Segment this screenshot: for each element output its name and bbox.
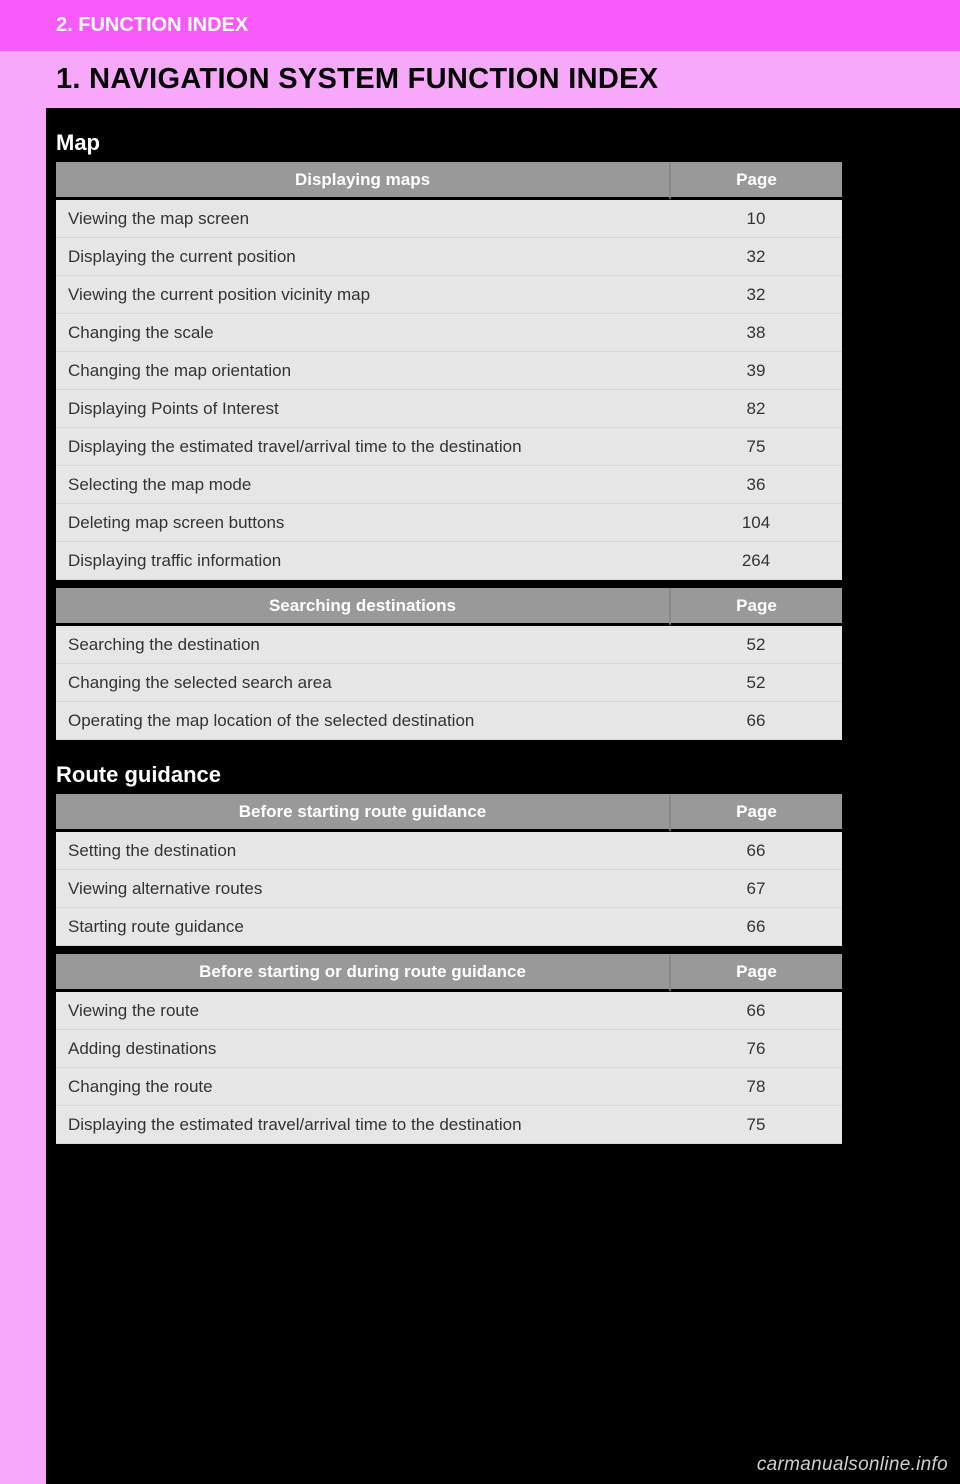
table-header-right: Page (670, 954, 842, 992)
table-row: Adding destinations76 (56, 1030, 842, 1068)
row-label: Displaying the estimated travel/arrival … (56, 1106, 670, 1144)
row-label: Changing the selected search area (56, 664, 670, 702)
row-page: 82 (670, 390, 842, 428)
table-row: Displaying traffic information264 (56, 542, 842, 580)
chapter-header: 2. FUNCTION INDEX (0, 0, 960, 51)
row-label: Viewing the map screen (56, 200, 670, 238)
row-label: Displaying the estimated travel/arrival … (56, 428, 670, 466)
row-page: 66 (670, 992, 842, 1030)
row-label: Viewing the current position vicinity ma… (56, 276, 670, 314)
table-row: Displaying the estimated travel/arrival … (56, 1106, 842, 1144)
page-title-bar: 1. NAVIGATION SYSTEM FUNCTION INDEX (0, 51, 960, 108)
table-header-left: Searching destinations (56, 588, 670, 626)
table-row: Displaying the estimated travel/arrival … (56, 428, 842, 466)
row-label: Changing the map orientation (56, 352, 670, 390)
content-area: Map Displaying maps Page Viewing the map… (46, 108, 960, 1144)
page-title: 1. NAVIGATION SYSTEM FUNCTION INDEX (56, 63, 658, 96)
table-row: Searching the destination52 (56, 626, 842, 664)
row-page: 66 (670, 832, 842, 870)
table-row: Starting route guidance66 (56, 908, 842, 946)
row-page: 67 (670, 870, 842, 908)
row-page: 36 (670, 466, 842, 504)
row-label: Changing the scale (56, 314, 670, 352)
table-before-or-during: Before starting or during route guidance… (56, 954, 842, 1144)
row-page: 66 (670, 702, 842, 740)
row-label: Displaying the current position (56, 238, 670, 276)
row-page: 52 (670, 626, 842, 664)
row-page: 75 (670, 1106, 842, 1144)
row-page: 32 (670, 276, 842, 314)
row-page: 10 (670, 200, 842, 238)
table-header-right: Page (670, 588, 842, 626)
row-label: Selecting the map mode (56, 466, 670, 504)
table-row: Changing the map orientation39 (56, 352, 842, 390)
table-row: Deleting map screen buttons104 (56, 504, 842, 542)
table-row: Selecting the map mode36 (56, 466, 842, 504)
row-label: Starting route guidance (56, 908, 670, 946)
table-row: Setting the destination66 (56, 832, 842, 870)
table-header-left: Before starting route guidance (56, 794, 670, 832)
table-row: Displaying the current position32 (56, 238, 842, 276)
table-row: Viewing the route66 (56, 992, 842, 1030)
table-header-left: Displaying maps (56, 162, 670, 200)
table-row: Changing the selected search area52 (56, 664, 842, 702)
row-label: Displaying traffic information (56, 542, 670, 580)
table-row: Changing the scale38 (56, 314, 842, 352)
table-displaying-maps: Displaying maps Page Viewing the map scr… (56, 162, 842, 580)
section-heading-map: Map (46, 108, 960, 162)
row-label: Deleting map screen buttons (56, 504, 670, 542)
table-searching-destinations: Searching destinations Page Searching th… (56, 588, 842, 740)
table-before-starting: Before starting route guidance Page Sett… (56, 794, 842, 946)
table-row: Viewing alternative routes67 (56, 870, 842, 908)
row-page: 66 (670, 908, 842, 946)
row-label: Setting the destination (56, 832, 670, 870)
row-label: Changing the route (56, 1068, 670, 1106)
row-page: 32 (670, 238, 842, 276)
row-page: 264 (670, 542, 842, 580)
chapter-header-text: 2. FUNCTION INDEX (56, 14, 248, 37)
row-label: Viewing the route (56, 992, 670, 1030)
row-page: 52 (670, 664, 842, 702)
row-page: 104 (670, 504, 842, 542)
table-row: Operating the map location of the select… (56, 702, 842, 740)
section-heading-route: Route guidance (46, 740, 960, 794)
table-header-right: Page (670, 162, 842, 200)
row-label: Operating the map location of the select… (56, 702, 670, 740)
watermark: carmanualsonline.info (757, 1454, 948, 1476)
table-gap (46, 946, 960, 954)
table-row: Viewing the current position vicinity ma… (56, 276, 842, 314)
row-label: Displaying Points of Interest (56, 390, 670, 428)
table-row: Displaying Points of Interest82 (56, 390, 842, 428)
row-label: Searching the destination (56, 626, 670, 664)
row-page: 39 (670, 352, 842, 390)
row-page: 75 (670, 428, 842, 466)
left-stripe (0, 0, 46, 1484)
table-header-left: Before starting or during route guidance (56, 954, 670, 992)
row-label: Viewing alternative routes (56, 870, 670, 908)
table-row: Viewing the map screen10 (56, 200, 842, 238)
table-row: Changing the route78 (56, 1068, 842, 1106)
table-header-right: Page (670, 794, 842, 832)
row-page: 76 (670, 1030, 842, 1068)
row-page: 38 (670, 314, 842, 352)
table-gap (46, 580, 960, 588)
row-page: 78 (670, 1068, 842, 1106)
row-label: Adding destinations (56, 1030, 670, 1068)
